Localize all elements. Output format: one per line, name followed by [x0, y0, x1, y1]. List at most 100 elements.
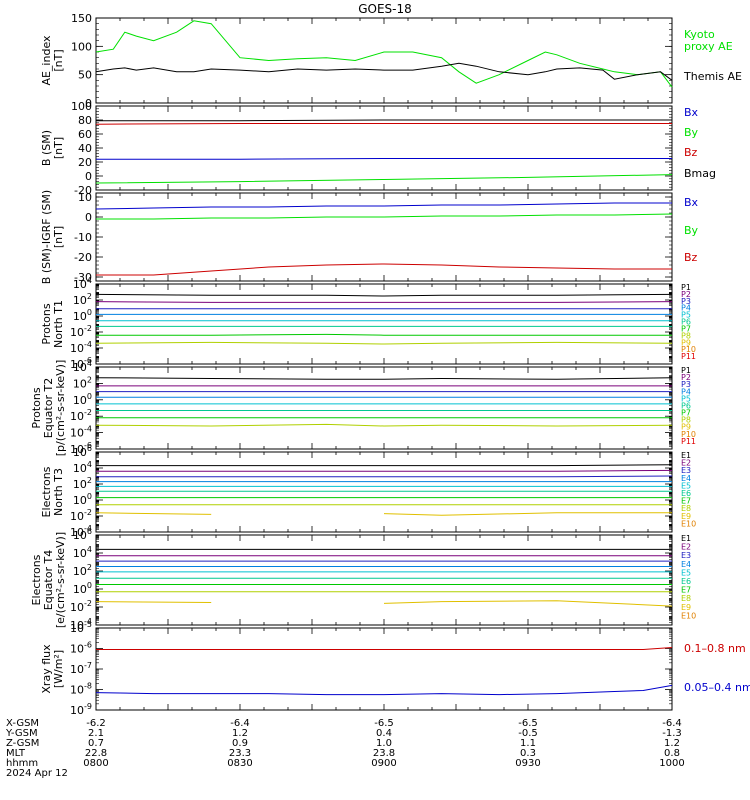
channel-label: E5: [681, 481, 691, 490]
y-axis-label: North T3: [52, 468, 65, 516]
channel-label: P9: [681, 338, 691, 347]
y-tick-label: 50: [78, 69, 92, 82]
orbit-row-label: Z-GSM: [6, 738, 39, 749]
y-axis-label: Xray flux: [40, 644, 53, 694]
legend-label: By: [684, 126, 699, 139]
y-tick-label: 100: [73, 392, 92, 407]
series-line-e3: [96, 475, 673, 478]
y-tick-label: 10-4: [70, 340, 92, 355]
y-tick-label: 104: [73, 460, 92, 475]
series-line-bz: [95, 123, 672, 125]
channel-label: E10: [681, 611, 696, 620]
y-tick-label: 10: [78, 191, 92, 204]
orbit-value: -6.4: [230, 718, 250, 729]
channel-label: E7: [681, 586, 691, 595]
y-axis-label: [nT]: [52, 137, 65, 159]
y-tick-label: 10-4: [70, 425, 92, 440]
orbit-row-label: Y-GSM: [5, 728, 38, 739]
series-line-bz: [96, 263, 672, 276]
orbit-value: 1.0: [376, 738, 392, 749]
orbit-row-label: hhmm: [6, 758, 38, 769]
series-line-e9: [383, 512, 672, 516]
channel-label: P1: [681, 283, 691, 292]
orbit-row-label: X-GSM: [6, 718, 39, 729]
y-tick-label: 10-2: [70, 508, 92, 523]
y-axis-label: B (SM): [40, 130, 53, 166]
series-line-by: [95, 174, 673, 184]
series-line-p8: [95, 341, 673, 345]
y-tick-label: 40: [78, 142, 92, 155]
channel-label: E1: [681, 534, 691, 543]
y-axis-label: [nT]: [52, 49, 65, 71]
y-tick-label: 100: [73, 308, 92, 323]
channel-label: E10: [681, 519, 696, 528]
y-tick-label: 100: [73, 492, 92, 507]
channel-label: P4: [681, 387, 691, 396]
orbit-value: 0830: [227, 758, 252, 769]
y-tick-label: 150: [71, 12, 92, 25]
series-line-p1: [95, 377, 673, 380]
y-tick-label: -20: [74, 251, 92, 264]
y-tick-label: 104: [73, 545, 92, 560]
channel-label: E2: [681, 459, 691, 468]
channel-label: E6: [681, 489, 691, 498]
channel-label: E8: [681, 594, 691, 603]
channel-label: P8: [681, 331, 691, 340]
orbit-value: -0.5: [518, 728, 538, 739]
y-tick-label: 10-2: [70, 324, 92, 339]
legend-label: By: [684, 224, 699, 237]
series-line-e9: [95, 512, 212, 515]
y-tick-label: 80: [78, 114, 92, 127]
series-line-themis-ae: [95, 62, 673, 81]
y-axis-label: Protons: [30, 387, 43, 428]
y-axis-label: [p/(cm²-s-sr-keV)]: [54, 360, 67, 457]
series-line-e1: [96, 464, 673, 467]
y-axis-label: [nT]: [52, 226, 65, 248]
y-tick-label: -30: [74, 271, 92, 284]
channel-label: P5: [681, 311, 691, 320]
series-line-bmag: [96, 119, 672, 122]
y-tick-label: 0: [85, 211, 92, 224]
series-line-bx: [96, 158, 672, 160]
series-line-p2: [95, 301, 673, 303]
series-line-p7: [96, 333, 672, 336]
orbit-value: 1000: [659, 758, 684, 769]
time-axis-group: X-GSM -6.2 -6.4 -6.5 -6.5 -6.4 Y-GSM 2.1 1.2 0.4 -…: [5, 718, 685, 779]
channel-label: P8: [681, 416, 691, 425]
orbit-value: 1.1: [520, 738, 536, 749]
legend-label: Bz: [684, 251, 698, 264]
orbit-value: 0800: [83, 758, 108, 769]
legend-label: Bx: [684, 106, 699, 119]
series-line-bx: [95, 202, 672, 210]
channel-label: P6: [681, 318, 691, 327]
channel-label: P10: [681, 430, 696, 439]
orbit-value: 1.2: [232, 728, 248, 739]
y-axis-label: Protons: [40, 303, 53, 344]
y-tick-label: 102: [73, 476, 92, 491]
orbit-value: -6.4: [662, 718, 682, 729]
channel-label: P3: [681, 380, 691, 389]
channel-label: P7: [681, 409, 691, 418]
y-tick-label: 104: [73, 359, 92, 374]
orbit-value: -6.2: [86, 718, 106, 729]
y-axis-label: Equator T4: [42, 550, 55, 610]
series-line-e9: [95, 601, 212, 603]
channel-label: P2: [681, 290, 691, 299]
channel-label: E9: [681, 603, 691, 612]
y-axis-label: B (SM)-IGRF (SM): [40, 190, 53, 284]
panel-frame: [95, 105, 673, 191]
y-tick-label: 102: [73, 563, 92, 578]
y-tick-label: 100: [71, 100, 92, 113]
channel-label: E5: [681, 568, 691, 577]
series-line-p1: [95, 293, 673, 297]
plot-title: GOES-18: [358, 2, 412, 16]
channel-label: P9: [681, 423, 691, 432]
orbit-value: 1.2: [664, 738, 680, 749]
series-line-e9: [383, 600, 673, 607]
y-tick-label: 10-5: [70, 620, 92, 635]
